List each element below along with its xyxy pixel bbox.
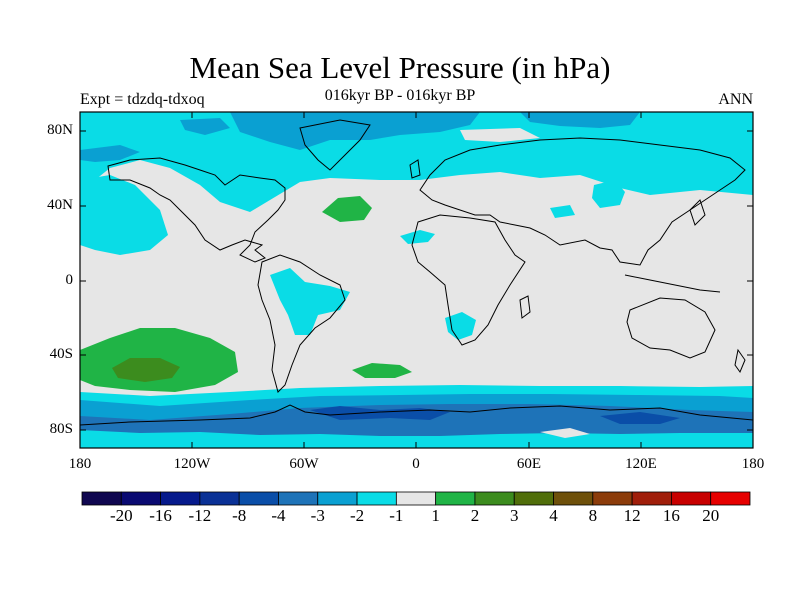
colorbar-swatch (199, 491, 240, 506)
colorbar-swatch (238, 491, 279, 506)
contour-arctic-blue (230, 112, 480, 150)
colorbar-swatch (317, 491, 358, 506)
colorbar-swatch (513, 491, 554, 506)
contour-arctic-neutral (460, 128, 540, 142)
colorbar-label: 1 (431, 506, 440, 525)
map-subtitle: 016kyr BP - 016kyr BP (324, 87, 476, 104)
colorbar-swatch (278, 491, 319, 506)
colorbar-label: 3 (509, 506, 519, 525)
coastlines (80, 119, 753, 426)
contour-atlantic-cyan (400, 230, 435, 244)
x-tick-label: 0 (412, 456, 420, 472)
coast-new-zealand (734, 348, 746, 374)
colorbar-label: -16 (149, 506, 172, 525)
colorbar-swatch (81, 491, 122, 506)
colorbar-swatch (631, 491, 672, 506)
colorbar-swatch (592, 491, 633, 506)
y-tick-label: 40N (47, 197, 73, 213)
coast-south-america (257, 254, 346, 393)
coast-africa (411, 214, 526, 346)
x-tick-label: 120E (625, 456, 657, 472)
x-tick-label: 180 (741, 456, 765, 472)
colorbar-label: -8 (232, 506, 247, 525)
colorbar-label: 16 (662, 506, 680, 525)
contour-antarctic-dark (310, 406, 450, 420)
coast-north-america (107, 157, 286, 263)
coast-australia (626, 297, 716, 359)
contour-satlantic-green (352, 363, 412, 378)
contour-arctic-blue-3 (80, 145, 140, 162)
contour-arctic-blue-4 (180, 118, 230, 135)
y-tick-label: 40S (49, 346, 73, 362)
colorbar-label: -3 (310, 506, 325, 525)
x-tick-label: 180 (68, 456, 92, 472)
colorbar-label: -2 (349, 506, 365, 525)
colorbar-label: 12 (623, 506, 641, 525)
colorbar-label: -4 (271, 506, 286, 525)
colorbar-swatch (120, 491, 161, 506)
coast-madagascar (519, 295, 531, 319)
coast-indonesia (624, 274, 721, 293)
x-tick-label: 60W (289, 456, 319, 472)
colorbar-swatch (160, 491, 201, 506)
colorbar (81, 491, 751, 506)
contour-arctic-cyan (80, 112, 753, 212)
contour-antarctic-dark-2 (600, 412, 680, 424)
contour-safrica-cyan (445, 312, 476, 340)
colorbar-swatch (710, 491, 751, 506)
colorbar-swatch (435, 491, 476, 506)
colorbar-label: 2 (470, 506, 480, 525)
colorbar-swatch (395, 491, 437, 506)
y-tick-label: 80N (47, 122, 73, 138)
contour-antarctic-neutral (540, 428, 590, 438)
axis-ticks (80, 112, 753, 448)
x-tick-label: 60E (516, 456, 542, 472)
colorbar-swatch (553, 491, 594, 506)
colorbar-label: -12 (188, 506, 212, 525)
coast-greenland (299, 119, 371, 171)
coast-eurasia (419, 137, 746, 266)
colorbar-label: 20 (702, 506, 720, 525)
contour-field (80, 112, 753, 448)
coast-uk (409, 159, 421, 179)
colorbar-label: -1 (389, 506, 404, 525)
coast-japan (689, 199, 706, 226)
season-label: ANN (718, 91, 753, 108)
contour-europe-cyan (550, 205, 575, 218)
contour-arctic-blue-2 (520, 112, 640, 128)
y-tick-label: 80S (49, 421, 73, 437)
coast-antarctica (80, 404, 753, 426)
contour-npacific-cyan (80, 175, 168, 255)
contour-asia-cyan (592, 180, 625, 208)
colorbar-swatch (474, 491, 515, 506)
colorbar-swatch (356, 491, 397, 506)
y-tick-label: 0 (65, 272, 74, 288)
colorbar-label: 8 (588, 506, 598, 525)
map-title: Mean Sea Level Pressure (in hPa) (189, 50, 611, 85)
experiment-label: Expt = tdzdq-tdxoq (80, 91, 205, 108)
contour-atlantic-green (322, 196, 372, 222)
colorbar-swatch (671, 491, 712, 506)
x-tick-label: 120W (173, 456, 211, 472)
colorbar-label: -20 (109, 506, 133, 525)
contour-samerica-cyan (270, 268, 350, 335)
colorbar-label: 4 (549, 506, 558, 525)
contour-spacific-darkgreen (112, 358, 180, 382)
